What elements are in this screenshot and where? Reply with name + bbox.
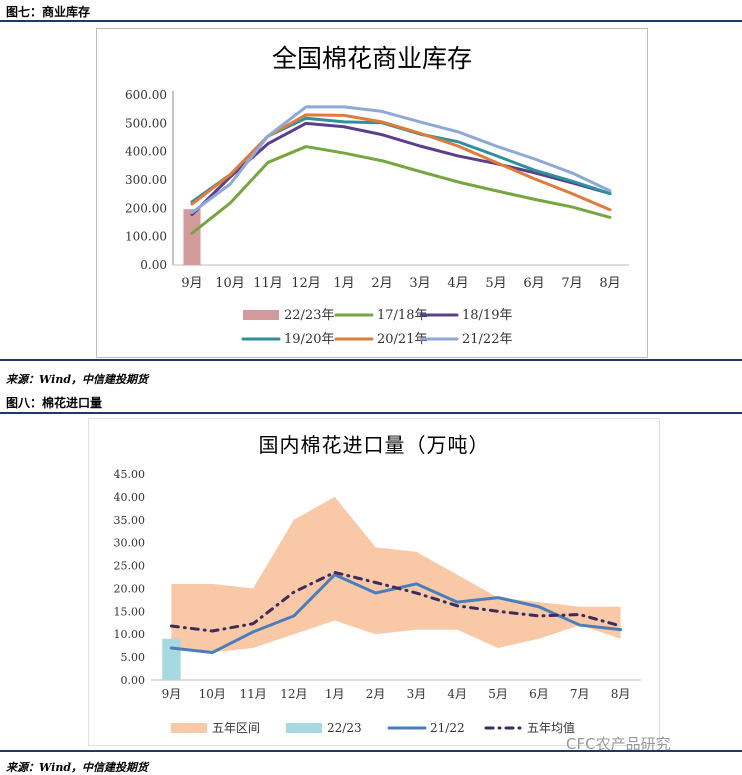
legend-swatch xyxy=(243,310,279,320)
y-tick-label: 40.00 xyxy=(114,491,146,504)
bar-22-23- xyxy=(183,209,201,265)
y-tick-label: 600.00 xyxy=(125,88,167,102)
x-tick-label: 3月 xyxy=(409,276,430,291)
x-tick-label: 4月 xyxy=(447,687,467,701)
legend-label: 22/23 xyxy=(327,721,362,735)
legend-label: 19/20年 xyxy=(284,332,334,347)
x-tick-label: 10月 xyxy=(199,687,226,701)
y-tick-label: 5.00 xyxy=(121,651,146,664)
x-tick-label: 7月 xyxy=(561,276,582,291)
y-tick-label: 100.00 xyxy=(125,230,167,244)
y-tick-label: 10.00 xyxy=(114,628,146,641)
figure-7-source: 来源：Wind，中信建投期货 xyxy=(6,373,149,386)
series-line-17-18- xyxy=(190,145,612,235)
x-tick-label: 8月 xyxy=(611,687,631,701)
x-tick-label: 1月 xyxy=(333,276,354,291)
y-tick-label: 400.00 xyxy=(125,145,167,159)
x-tick-label: 8月 xyxy=(599,276,620,291)
x-tick-label: 2月 xyxy=(371,276,392,291)
import-chart: 国内棉花进口量（万吨） 0.00 5.00 10.00 15.00 20.00 25.00… xyxy=(88,418,660,746)
legend-label: 五年区间 xyxy=(212,721,260,735)
y-tick-label: 20.00 xyxy=(114,582,146,595)
watermark-text: CFC农产品研究 xyxy=(566,735,671,753)
import-chart-title: 国内棉花进口量（万吨） xyxy=(258,433,490,457)
x-tick-label: 1月 xyxy=(325,687,345,701)
figure-8-label: 图八：棉花进口量 xyxy=(6,396,103,410)
y-tick-label: 0.00 xyxy=(121,674,146,687)
five-year-range-band xyxy=(171,496,621,653)
legend-label: 22/23年 xyxy=(284,308,334,323)
figure-8-bottom-rule xyxy=(0,750,742,752)
x-tick-label: 10月 xyxy=(215,276,245,291)
figure-7-top-rule xyxy=(0,20,742,22)
x-tick-label: 3月 xyxy=(407,687,427,701)
x-tick-label: 6月 xyxy=(529,687,549,701)
series-line----- xyxy=(169,570,623,633)
legend-swatch xyxy=(171,723,207,733)
legend-label: 18/19年 xyxy=(462,308,512,323)
stock-chart: 全国棉花商业库存 0.00 100.00 200.00 300.00 400.00 500… xyxy=(96,28,648,358)
legend-label: 21/22年 xyxy=(462,332,512,347)
x-tick-label: 6月 xyxy=(523,276,544,291)
x-tick-label: 9月 xyxy=(162,687,182,701)
legend-label: 五年均值 xyxy=(527,720,575,735)
figure-7-bottom-rule xyxy=(0,359,742,361)
stock-chart-title: 全国棉花商业库存 xyxy=(271,44,472,73)
x-tick-label: 2月 xyxy=(366,687,386,701)
bar-22-23 xyxy=(162,638,181,680)
x-tick-label: 12月 xyxy=(291,276,321,291)
y-tick-label: 25.00 xyxy=(114,560,146,573)
y-tick-label: 35.00 xyxy=(114,514,146,527)
x-tick-label: 9月 xyxy=(181,276,202,291)
x-tick-label: 12月 xyxy=(280,687,307,701)
x-tick-label: 11月 xyxy=(239,687,266,701)
y-tick-label: 0.00 xyxy=(140,258,167,272)
series-line-18-19- xyxy=(190,121,612,217)
y-tick-label: 200.00 xyxy=(125,201,167,215)
legend-label: 21/22 xyxy=(430,721,465,735)
x-tick-label: 7月 xyxy=(570,687,590,701)
x-tick-label: 5月 xyxy=(485,276,506,291)
chart-svg: 0.00 100.00 200.00 300.00 400.00 500.00 600.00… xyxy=(125,88,629,347)
legend-label: 17/18年 xyxy=(377,308,427,323)
figure-8-source: 来源：Wind，中信建投期货 xyxy=(6,761,149,774)
series-line-21-22- xyxy=(190,105,612,215)
y-tick-label: 500.00 xyxy=(125,116,167,130)
y-tick-label: 30.00 xyxy=(114,537,146,550)
x-tick-label: 5月 xyxy=(488,687,508,701)
chart-svg: 0.00 5.00 10.00 15.00 20.00 25.00 30.00 35.00 40… xyxy=(114,468,641,735)
legend-label: 20/21年 xyxy=(377,332,427,347)
x-tick-label: 11月 xyxy=(253,276,283,291)
y-tick-label: 300.00 xyxy=(125,173,167,187)
figure-8-top-rule xyxy=(0,412,742,414)
y-tick-label: 45.00 xyxy=(114,468,146,481)
series-line-19-20- xyxy=(190,116,612,204)
legend-swatch xyxy=(286,723,322,733)
figure-7-label: 图七：商业库存 xyxy=(6,5,91,19)
y-tick-label: 15.00 xyxy=(114,605,146,618)
x-tick-label: 4月 xyxy=(447,276,468,291)
